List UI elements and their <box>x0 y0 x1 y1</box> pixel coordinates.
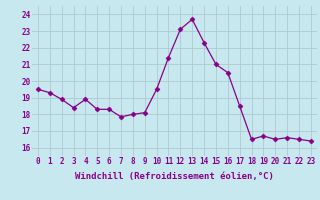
X-axis label: Windchill (Refroidissement éolien,°C): Windchill (Refroidissement éolien,°C) <box>75 172 274 181</box>
